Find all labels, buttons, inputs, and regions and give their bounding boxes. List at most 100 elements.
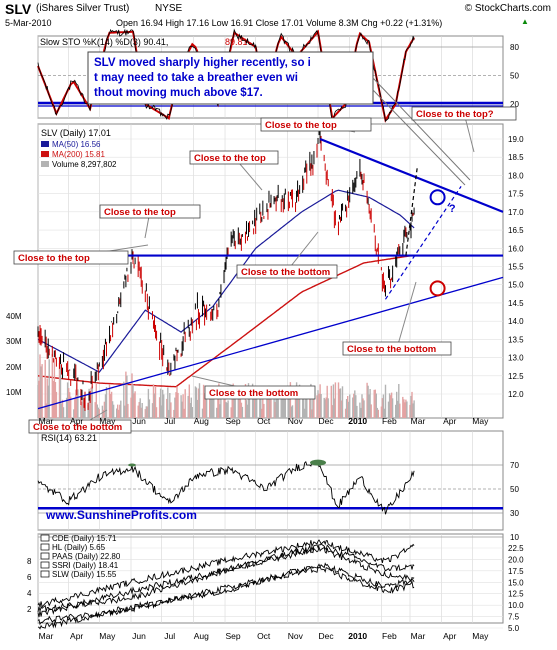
quote-line: Open 16.94 High 17.16 Low 16.91 Close 17…	[116, 18, 443, 28]
volume-bar	[110, 391, 113, 418]
volume-bar	[97, 407, 99, 418]
volume-bars	[37, 353, 415, 418]
x-axis-label: Feb	[382, 416, 397, 426]
comment-pointer	[372, 77, 471, 181]
volume-bar	[413, 400, 415, 418]
volume-bar	[202, 384, 205, 418]
volume-bar	[53, 358, 56, 418]
comment-text-line: t may need to take a breather even wi	[94, 72, 298, 84]
volume-bar	[80, 406, 82, 418]
volume-bar	[403, 399, 405, 418]
price-tick-label: 15.0	[508, 281, 524, 290]
volume-bar	[261, 408, 263, 418]
volume-bar	[166, 398, 168, 418]
compare-legend-item: SLW (Daily) 15.55	[52, 570, 117, 579]
volume-bar	[298, 384, 301, 418]
volume-bar	[233, 395, 235, 418]
projection-dashed-black	[405, 168, 418, 256]
rsi-overbought-fill	[310, 459, 327, 466]
volume-bar	[89, 401, 91, 418]
volume-bar	[76, 383, 78, 418]
volume-bar	[161, 405, 163, 418]
volume-bar	[45, 403, 47, 418]
rsi-label: RSI(14) 63.21	[41, 433, 97, 443]
x-axis-label: Nov	[288, 416, 304, 426]
compare-tick-label: 10.0	[508, 601, 524, 610]
volume-bar	[287, 389, 290, 418]
volume-bar	[251, 383, 254, 418]
volume-bar	[406, 401, 408, 418]
volume-bar	[98, 409, 100, 418]
volume-bar	[296, 393, 299, 418]
x-axis-label: Sep	[225, 631, 240, 641]
compare-tick-label: 20.0	[508, 555, 524, 564]
compare-legend-swatch	[40, 543, 50, 551]
volume-bar	[270, 394, 272, 418]
volume-bar	[218, 383, 220, 418]
x-axis-label: Apr	[70, 416, 83, 426]
price-bars	[37, 123, 415, 411]
volume-bar	[38, 380, 40, 418]
x-axis-label: Oct	[257, 631, 271, 641]
volume-bar	[58, 362, 61, 418]
volume-bar	[305, 390, 307, 418]
volume-bar	[120, 400, 122, 418]
stoch-label: Slow STO %K(14) %D(3) 90.41,	[40, 37, 168, 47]
x-axis-label: May	[99, 631, 116, 641]
volume-bar	[332, 384, 335, 418]
volume-bar	[288, 398, 291, 418]
volume-bar	[254, 395, 256, 418]
x-axis-label: 2010	[348, 416, 367, 426]
volume-bar	[210, 393, 212, 418]
volume-bar	[269, 396, 271, 418]
volume-bar	[159, 388, 162, 418]
volume-bar	[111, 401, 114, 418]
x-axis-label: Apr	[443, 416, 456, 426]
volume-bar	[158, 397, 161, 418]
callout-label: Close to the top	[194, 153, 266, 164]
volume-bar	[382, 394, 385, 418]
comment-box	[87, 51, 374, 105]
volume-bar	[134, 391, 136, 418]
volume-bar	[237, 397, 239, 418]
compare-line-hl	[37, 566, 415, 626]
volume-bar	[402, 396, 404, 418]
rsi-tick-label: 30	[510, 509, 519, 518]
volume-bar	[127, 403, 129, 418]
volume-bar	[101, 405, 104, 418]
rsi-line	[37, 460, 415, 515]
volume-bar	[297, 394, 300, 418]
compare-legend-item: HL (Daily) 5.65	[52, 543, 106, 552]
volume-bar	[262, 397, 264, 418]
volume-tick-label: 30M	[6, 337, 22, 346]
volume-bar	[396, 391, 398, 418]
volume-bar	[232, 383, 234, 418]
rsi-panel	[37, 459, 503, 538]
compare-legend-item: CDE (Daily) 15.71	[52, 534, 117, 543]
volume-bar	[241, 406, 244, 418]
volume-bar	[282, 388, 284, 418]
volume-bar	[275, 387, 277, 418]
volume-bar	[54, 382, 57, 418]
volume-bar	[182, 394, 184, 418]
compare-legend-swatch	[40, 561, 50, 569]
annotations	[13, 51, 517, 434]
volume-bar	[196, 399, 199, 418]
volume-bar	[162, 389, 164, 418]
volume-bar	[141, 403, 143, 418]
volume-bar	[327, 398, 329, 418]
volume-bar	[203, 393, 206, 418]
volume-bar	[90, 387, 92, 418]
callout-box	[28, 419, 132, 434]
volume-bar	[409, 404, 411, 418]
compare-left-tick-label: 8	[27, 557, 32, 566]
volume-bar	[366, 382, 368, 418]
projection-dashed-blue	[384, 186, 462, 300]
volume-bar	[259, 399, 261, 418]
trendline-support_rising	[37, 276, 504, 410]
x-axis-label: Dec	[318, 631, 334, 641]
x-axis-label: Sep	[225, 416, 240, 426]
x-axis-label: Apr	[443, 631, 456, 641]
x-axis-label: Jul	[164, 631, 175, 641]
volume-bar	[397, 400, 399, 418]
